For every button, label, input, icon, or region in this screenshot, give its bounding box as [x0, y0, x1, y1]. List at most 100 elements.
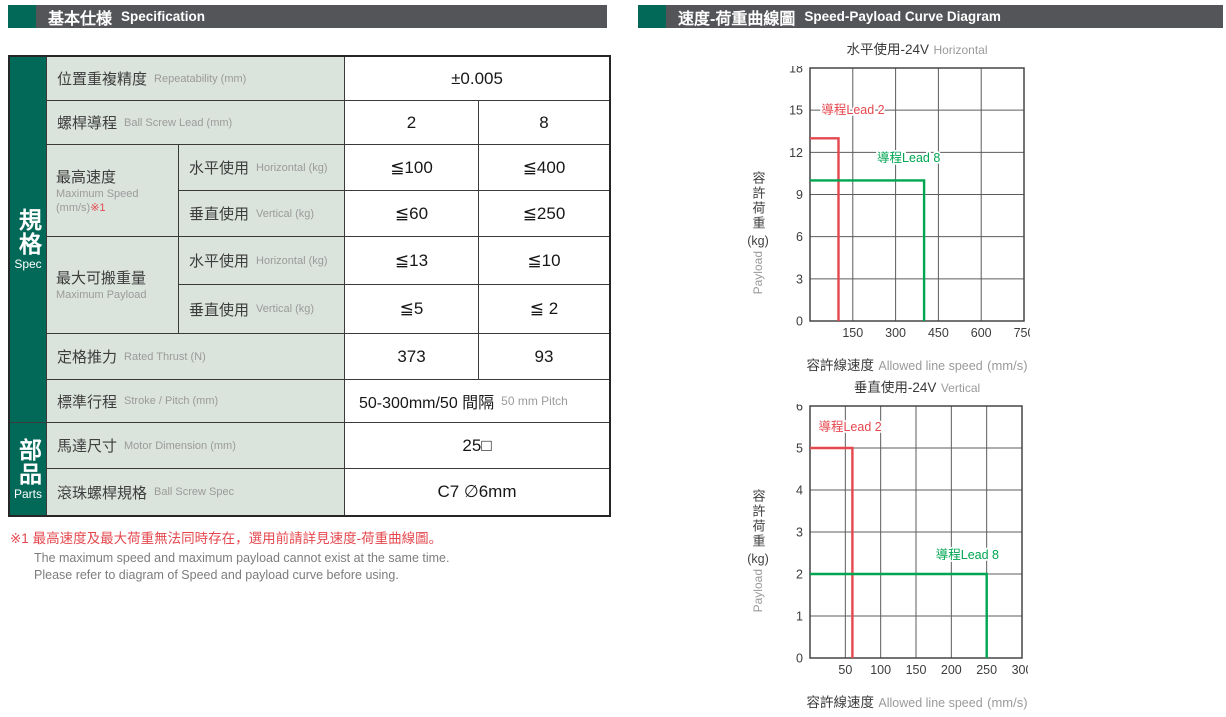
y-axis-label-unit: (kg)	[747, 234, 769, 249]
label-en: Maximum Payload	[56, 289, 147, 302]
row-ball-screw-spec-label: 滾珠螺桿規格 Ball Screw Spec	[47, 469, 345, 515]
y-axis-label-cjk: 容許荷重	[750, 489, 766, 550]
y-tick-label: 6	[796, 404, 803, 414]
x-axis-label-en: Allowed line speed	[878, 359, 983, 373]
y-axis-label: 容許荷重 (kg) Payload	[740, 133, 776, 333]
band-parts: 部品 Parts	[10, 423, 47, 515]
chart-title-en: Horizontal	[933, 43, 988, 57]
row-max-speed-vertical-label: 垂直使用 Vertical (kg)	[179, 191, 345, 237]
spec-header-title-cjk: 基本仕様	[48, 10, 113, 28]
x-axis-label: 容許線速度 Allowed line speed (mm/s)	[778, 354, 1030, 375]
specification-table: 規格 Spec 部品 Parts 位置重複精度 Repeatability (m…	[8, 55, 611, 517]
row-max-payload-horizontal-label: 水平使用 Horizontal (kg)	[179, 237, 345, 285]
label-cjk: 馬達尺寸	[57, 438, 118, 455]
y-tick-label: 0	[796, 652, 803, 666]
x-tick-label: 50	[838, 663, 852, 677]
label-cjk: 水平使用	[189, 160, 250, 177]
value-lead2: 2	[345, 101, 479, 145]
label-en: Vertical (kg)	[256, 207, 315, 220]
y-tick-label: 6	[796, 230, 803, 244]
plot-border	[809, 405, 1023, 659]
band-parts-en: Parts	[13, 486, 42, 501]
band-spec-en: Spec	[14, 257, 42, 271]
plot-border	[809, 67, 1025, 322]
series-label: 導程Lead 8	[877, 150, 940, 165]
chart-section-header: 速度-荷重曲線圖 Speed-Payload Curve Diagram	[638, 5, 1223, 28]
chart-header-title-cjk: 速度-荷重曲線圖	[678, 10, 796, 28]
label-unit: (mm/s)※1	[56, 201, 178, 215]
label-en: Rated Thrust (N)	[124, 350, 206, 363]
label-en: Horizontal (kg)	[256, 254, 328, 267]
header-accent-square	[638, 5, 666, 28]
chart-title: 水平使用-24V Horizontal	[778, 38, 1030, 62]
value-max-speed-h-lead2: ≦100	[345, 145, 479, 191]
footnote-line-en2: Please refer to diagram of Speed and pay…	[34, 567, 399, 582]
y-axis-label-cjk: 容許荷重	[750, 171, 766, 232]
row-motor-dimension-label: 馬達尺寸 Motor Dimension (mm)	[47, 423, 345, 469]
spec-section-header: 基本仕様 Specification	[8, 5, 607, 28]
speed-payload-plot-horizontal: 0 3 6 9 12 15 18 150 300 450 600 750 導程Lead 2 導程Lead …	[789, 62, 1034, 341]
x-tick-label: 300	[885, 326, 906, 340]
label-en: Stroke / Pitch (mm)	[124, 395, 219, 407]
footnote-line-en1: The maximum speed and maximum payload ca…	[34, 551, 450, 565]
footnote-line-cjk: ※1 最高速度及最大荷重無法同時存在，選用前請詳見速度-荷重曲線圖。	[10, 531, 443, 546]
label-cjk: 水平使用	[189, 253, 250, 270]
plot-area: 0 3 6 9 12 15 18 150 300 450 600 750 導程Lead 2 導程Lead …	[778, 62, 1034, 348]
band-parts-cjk: 部品	[15, 437, 42, 486]
x-axis-label-cjk: 容許線速度	[806, 358, 874, 373]
y-tick-label: 18	[789, 66, 803, 76]
y-tick-label: 9	[796, 188, 803, 202]
value-repeatability: ±0.005	[345, 57, 609, 101]
group-max-speed-label: 最高速度 Maximum Speed (mm/s)※1	[47, 145, 179, 237]
speed-payload-plot-vertical: 0 1 2 3 4 5 6 50 100 150 200 250 300 導程Lead 2 導程Lead 8	[796, 400, 1032, 678]
chart-header-bar: 速度-荷重曲線圖 Speed-Payload Curve Diagram	[666, 5, 1223, 28]
label-cjk: 最高速度	[56, 168, 117, 186]
header-accent-square	[8, 5, 36, 28]
group-max-payload-label: 最大可搬重量 Maximum Payload	[47, 237, 179, 334]
stroke-value-en: 50 mm Pitch	[501, 394, 568, 408]
label-en: Repeatability (mm)	[154, 72, 247, 85]
x-tick-label: 200	[941, 663, 962, 677]
series-line	[810, 137, 840, 321]
band-spec-cjk: 規格	[15, 208, 42, 256]
x-tick-label: 600	[971, 326, 992, 340]
value-max-payload-h-lead2: ≦13	[345, 237, 479, 285]
label-en: Ball Screw Spec	[154, 486, 235, 498]
speed-payload-chart-vertical: 容許荷重 (kg) Payload 垂直使用-24V Vertical 0 1 2 3…	[740, 376, 1050, 712]
value-max-speed-h-lead8: ≦400	[479, 145, 609, 191]
row-repeatability-label: 位置重複精度 Repeatability (mm)	[47, 57, 345, 101]
label-en: Vertical (kg)	[256, 303, 315, 315]
value-max-payload-v-lead8: ≦ 2	[479, 285, 609, 334]
x-tick-label: 750	[1014, 326, 1030, 340]
value-max-payload-v-lead2: ≦5	[345, 285, 479, 334]
series-label: 導程Lead 2	[821, 102, 884, 117]
value-motor-dimension: 25□	[345, 423, 609, 469]
label-cjk: 最大可搬重量	[56, 270, 147, 288]
series-label: 導程Lead 2	[818, 419, 881, 434]
label-cjk: 垂直使用	[189, 206, 250, 223]
x-tick-label: 250	[976, 663, 997, 677]
row-max-speed-horizontal-label: 水平使用 Horizontal (kg)	[179, 145, 345, 191]
series-line	[810, 572, 988, 658]
label-en: Motor Dimension (mm)	[124, 439, 236, 452]
label-cjk: 螺桿導程	[57, 115, 118, 132]
value-ball-screw-spec: C7 ∅6mm	[345, 469, 609, 515]
label-cjk: 定格推力	[57, 349, 118, 366]
value-rated-thrust-lead8: 93	[479, 334, 609, 380]
x-tick-label: 150	[906, 663, 927, 677]
x-axis-label-unit: (mm/s)	[987, 358, 1028, 373]
series-line	[810, 446, 854, 658]
speed-payload-chart-horizontal: 容許荷重 (kg) Payload 水平使用-24V Horizontal 0 3…	[740, 38, 1050, 375]
label-cjk: 滾珠螺桿規格	[57, 484, 148, 502]
footnote-ref: ※1	[90, 202, 106, 214]
chart-title: 垂直使用-24V Vertical	[778, 376, 1030, 400]
y-tick-label: 12	[789, 146, 803, 160]
label-cjk: 垂直使用	[189, 301, 250, 319]
y-axis-label: 容許荷重 (kg) Payload	[740, 456, 776, 646]
x-tick-label: 150	[842, 326, 863, 340]
value-rated-thrust-lead2: 373	[345, 334, 479, 380]
label-en: Horizontal (kg)	[256, 161, 328, 174]
label-en: Ball Screw Lead (mm)	[124, 116, 233, 129]
chart-title-cjk: 水平使用-24V	[846, 42, 930, 57]
y-tick-label: 4	[796, 484, 803, 498]
